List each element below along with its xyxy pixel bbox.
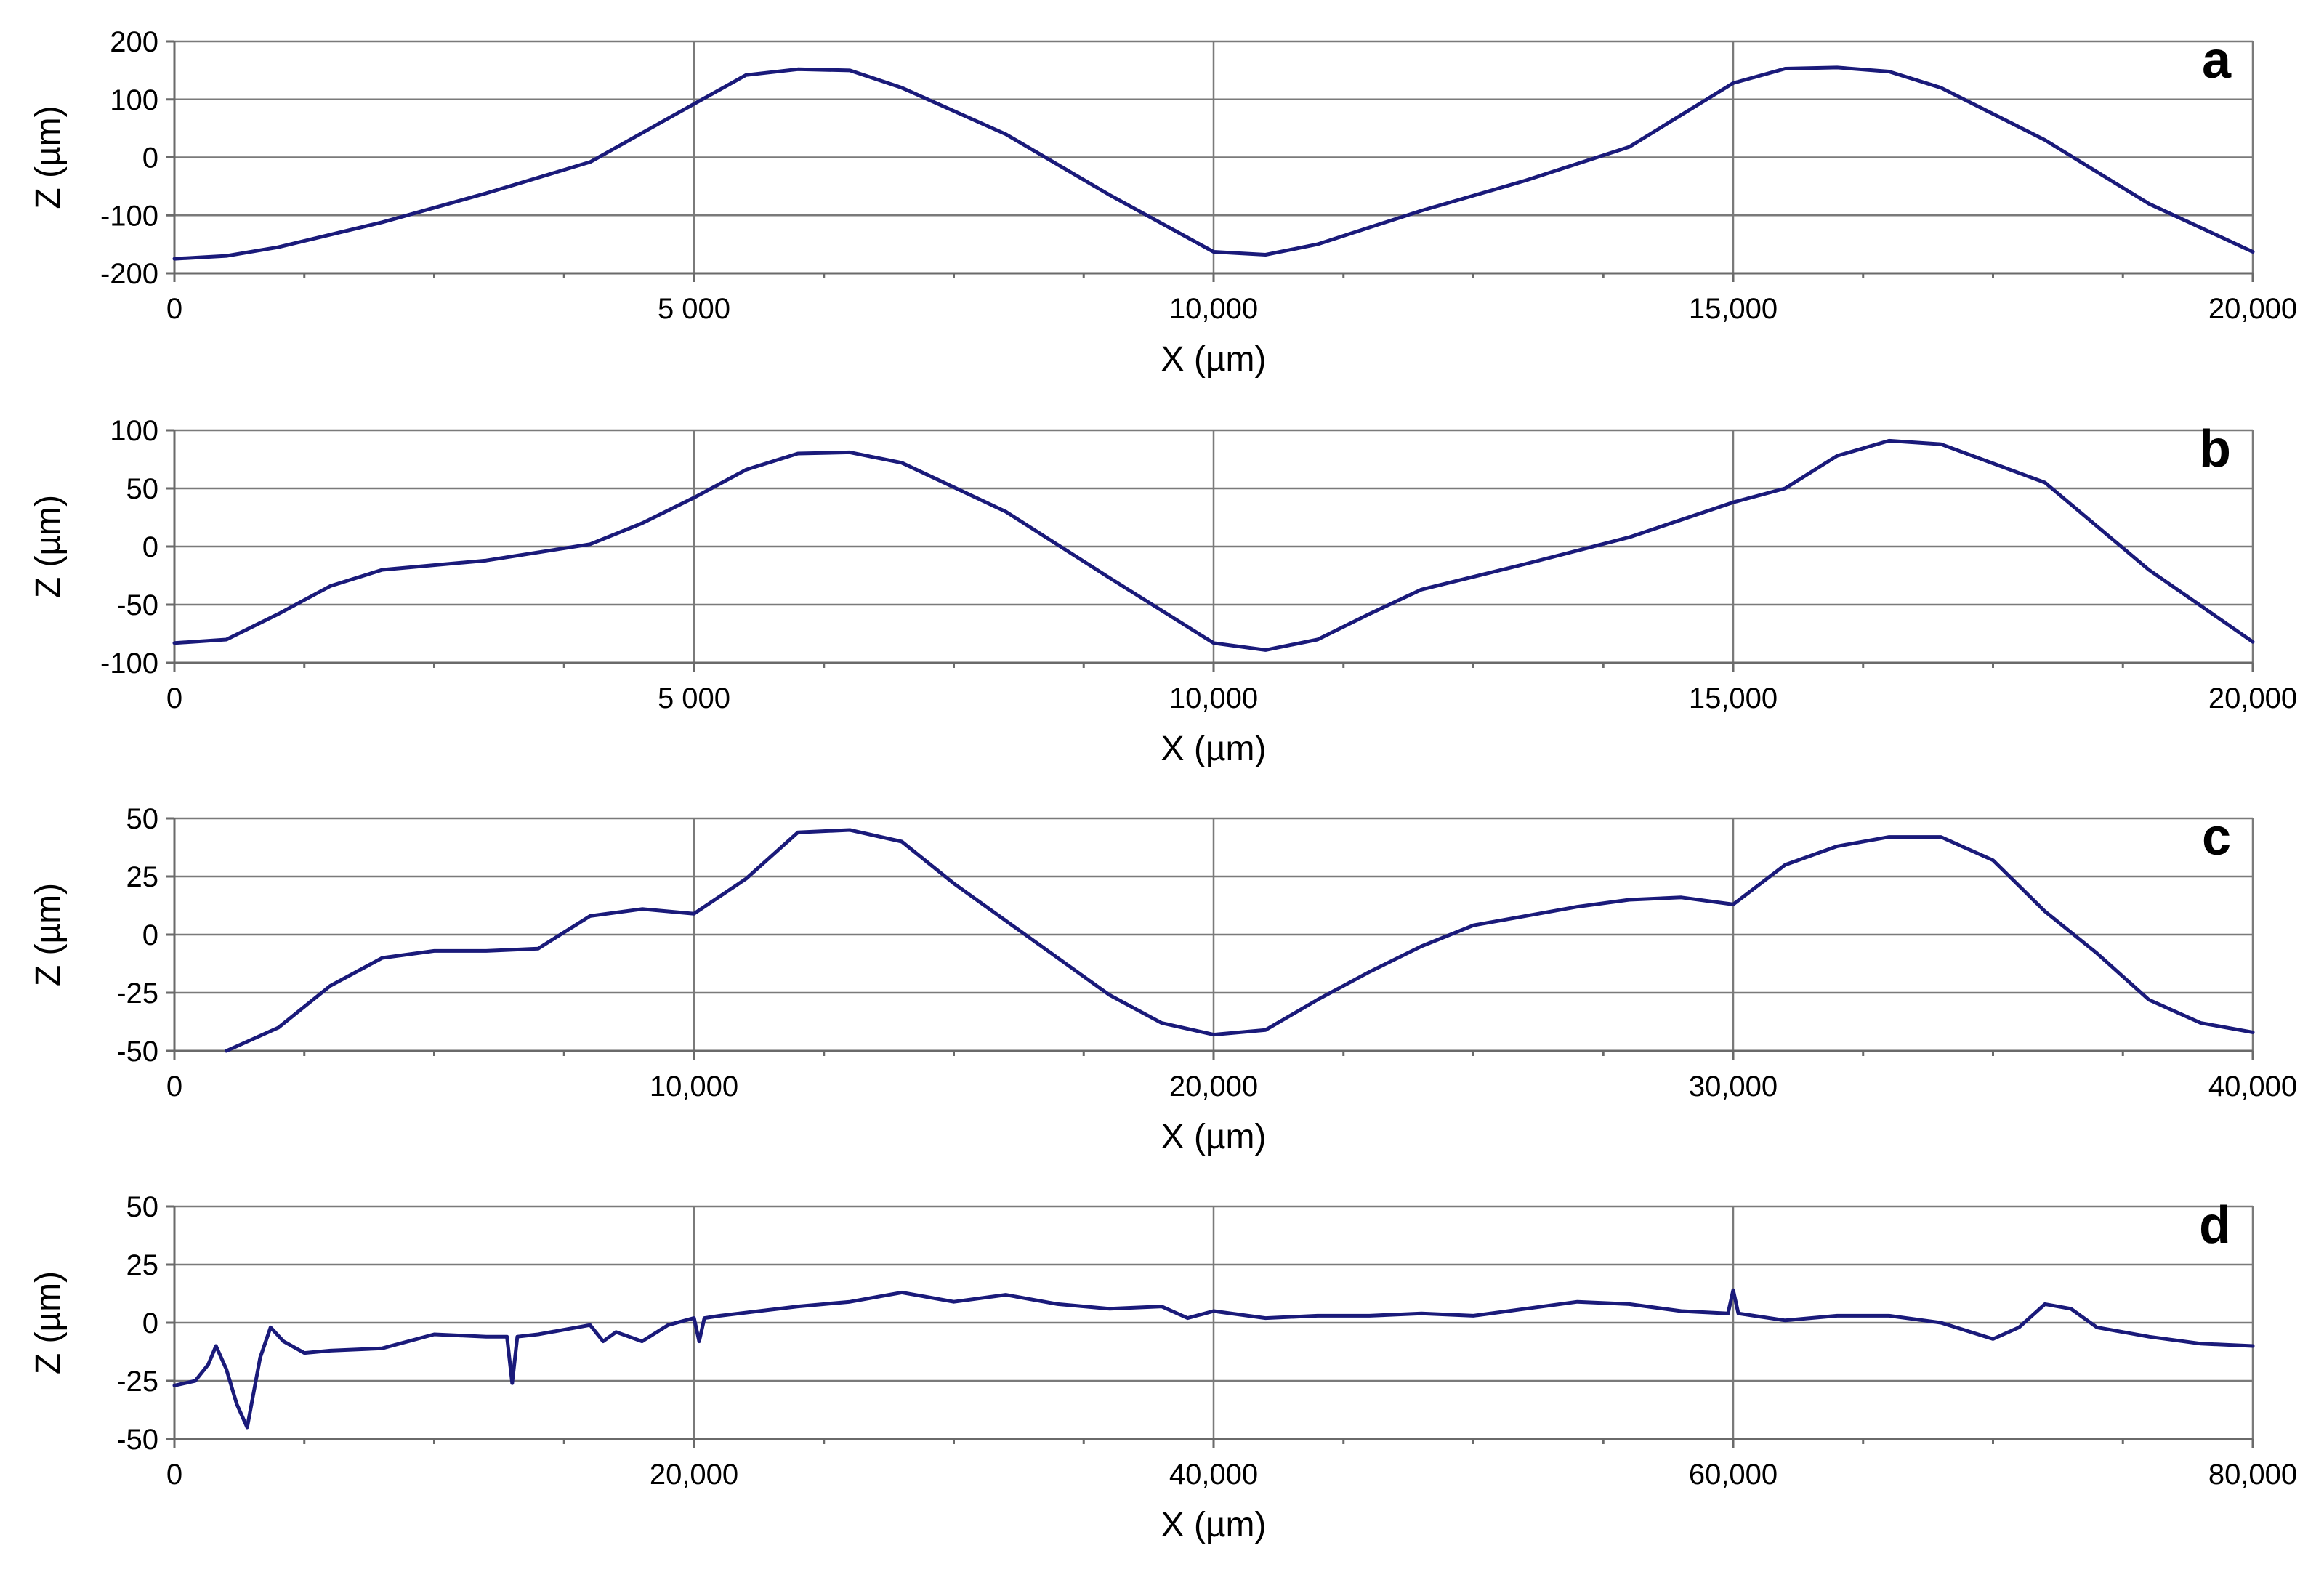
x-tick-label: 5 000 — [658, 293, 730, 325]
x-tick-label: 10,000 — [1169, 682, 1258, 714]
chart-panel-a: 0 5 000 10,000 15,000 20,000 -200 -100 0 100 200 X… — [29, 26, 2297, 379]
y-tick-label: -100 — [100, 200, 158, 232]
y-tick-label: -100 — [100, 648, 158, 680]
y-tick-label: -200 — [100, 258, 158, 290]
series-line-c — [225, 828, 2255, 1053]
y-axis-label: Z (µm) — [29, 883, 68, 986]
y-axis-label: Z (µm) — [29, 1271, 68, 1374]
x-tick-label: 0 — [166, 682, 182, 714]
y-tick-label: -50 — [116, 589, 158, 621]
y-tick-label: 0 — [142, 531, 158, 563]
x-axis-label: X (µm) — [1161, 730, 1267, 768]
x-tick-label: 30,000 — [1689, 1071, 1778, 1103]
y-tick-label: -25 — [116, 1366, 158, 1398]
x-axis-label: X (µm) — [1161, 340, 1267, 379]
x-tick-label: 0 — [166, 293, 182, 325]
y-tick-label: 0 — [142, 142, 158, 174]
y-tick-label: -50 — [116, 1424, 158, 1456]
y-axis-label: Z (µm) — [29, 495, 68, 598]
panel-label: d — [2199, 1196, 2231, 1254]
y-tick-label: 50 — [126, 1191, 159, 1223]
x-tick-label: 0 — [166, 1071, 182, 1103]
y-tick-label: 25 — [126, 861, 159, 893]
panel-label: b — [2199, 420, 2231, 478]
y-tick-label: 0 — [142, 919, 158, 951]
chart-panel-b: 0 5 000 10,000 15,000 20,000 -100 -50 0 50 100 X (… — [29, 415, 2297, 768]
panel-label: c — [2202, 808, 2231, 866]
chart-panel-d: 0 20,000 40,000 60,000 80,000 -50 -25 0 25 50 X (µ… — [29, 1191, 2297, 1544]
x-tick-label: 15,000 — [1689, 682, 1778, 714]
x-tick-label: 20,000 — [1169, 1071, 1258, 1103]
x-tick-label: 10,000 — [650, 1071, 738, 1103]
y-tick-label: -25 — [116, 978, 158, 1009]
y-tick-label: 50 — [126, 803, 159, 835]
y-tick-label: 25 — [126, 1249, 159, 1281]
x-tick-label: 80,000 — [2208, 1459, 2297, 1491]
series-line-d — [172, 1288, 2255, 1430]
x-tick-label: 20,000 — [2208, 293, 2297, 325]
x-tick-label: 40,000 — [1169, 1459, 1258, 1491]
y-tick-label: 200 — [110, 26, 158, 58]
series-line-b — [172, 438, 2255, 652]
chart-panel-c: 0 10,000 20,000 30,000 40,000 -50 -25 0 25 50 X (µ… — [29, 803, 2297, 1156]
y-tick-label: 100 — [110, 415, 158, 447]
x-tick-label: 20,000 — [650, 1459, 738, 1491]
x-axis-label: X (µm) — [1161, 1506, 1267, 1544]
x-tick-label: 60,000 — [1689, 1459, 1778, 1491]
x-tick-label: 0 — [166, 1459, 182, 1491]
y-tick-label: 50 — [126, 473, 159, 505]
y-tick-label: -50 — [116, 1036, 158, 1068]
x-tick-label: 40,000 — [2208, 1071, 2297, 1103]
y-axis-label: Z (µm) — [29, 105, 68, 209]
series-line-a — [172, 65, 2255, 261]
panel-label: a — [2202, 31, 2232, 89]
y-tick-label: 0 — [142, 1307, 158, 1339]
x-tick-label: 20,000 — [2208, 682, 2297, 714]
y-tick-label: 100 — [110, 84, 158, 116]
x-tick-label: 15,000 — [1689, 293, 1778, 325]
x-axis-label: X (µm) — [1161, 1118, 1267, 1156]
x-tick-label: 10,000 — [1169, 293, 1258, 325]
x-tick-label: 5 000 — [658, 682, 730, 714]
